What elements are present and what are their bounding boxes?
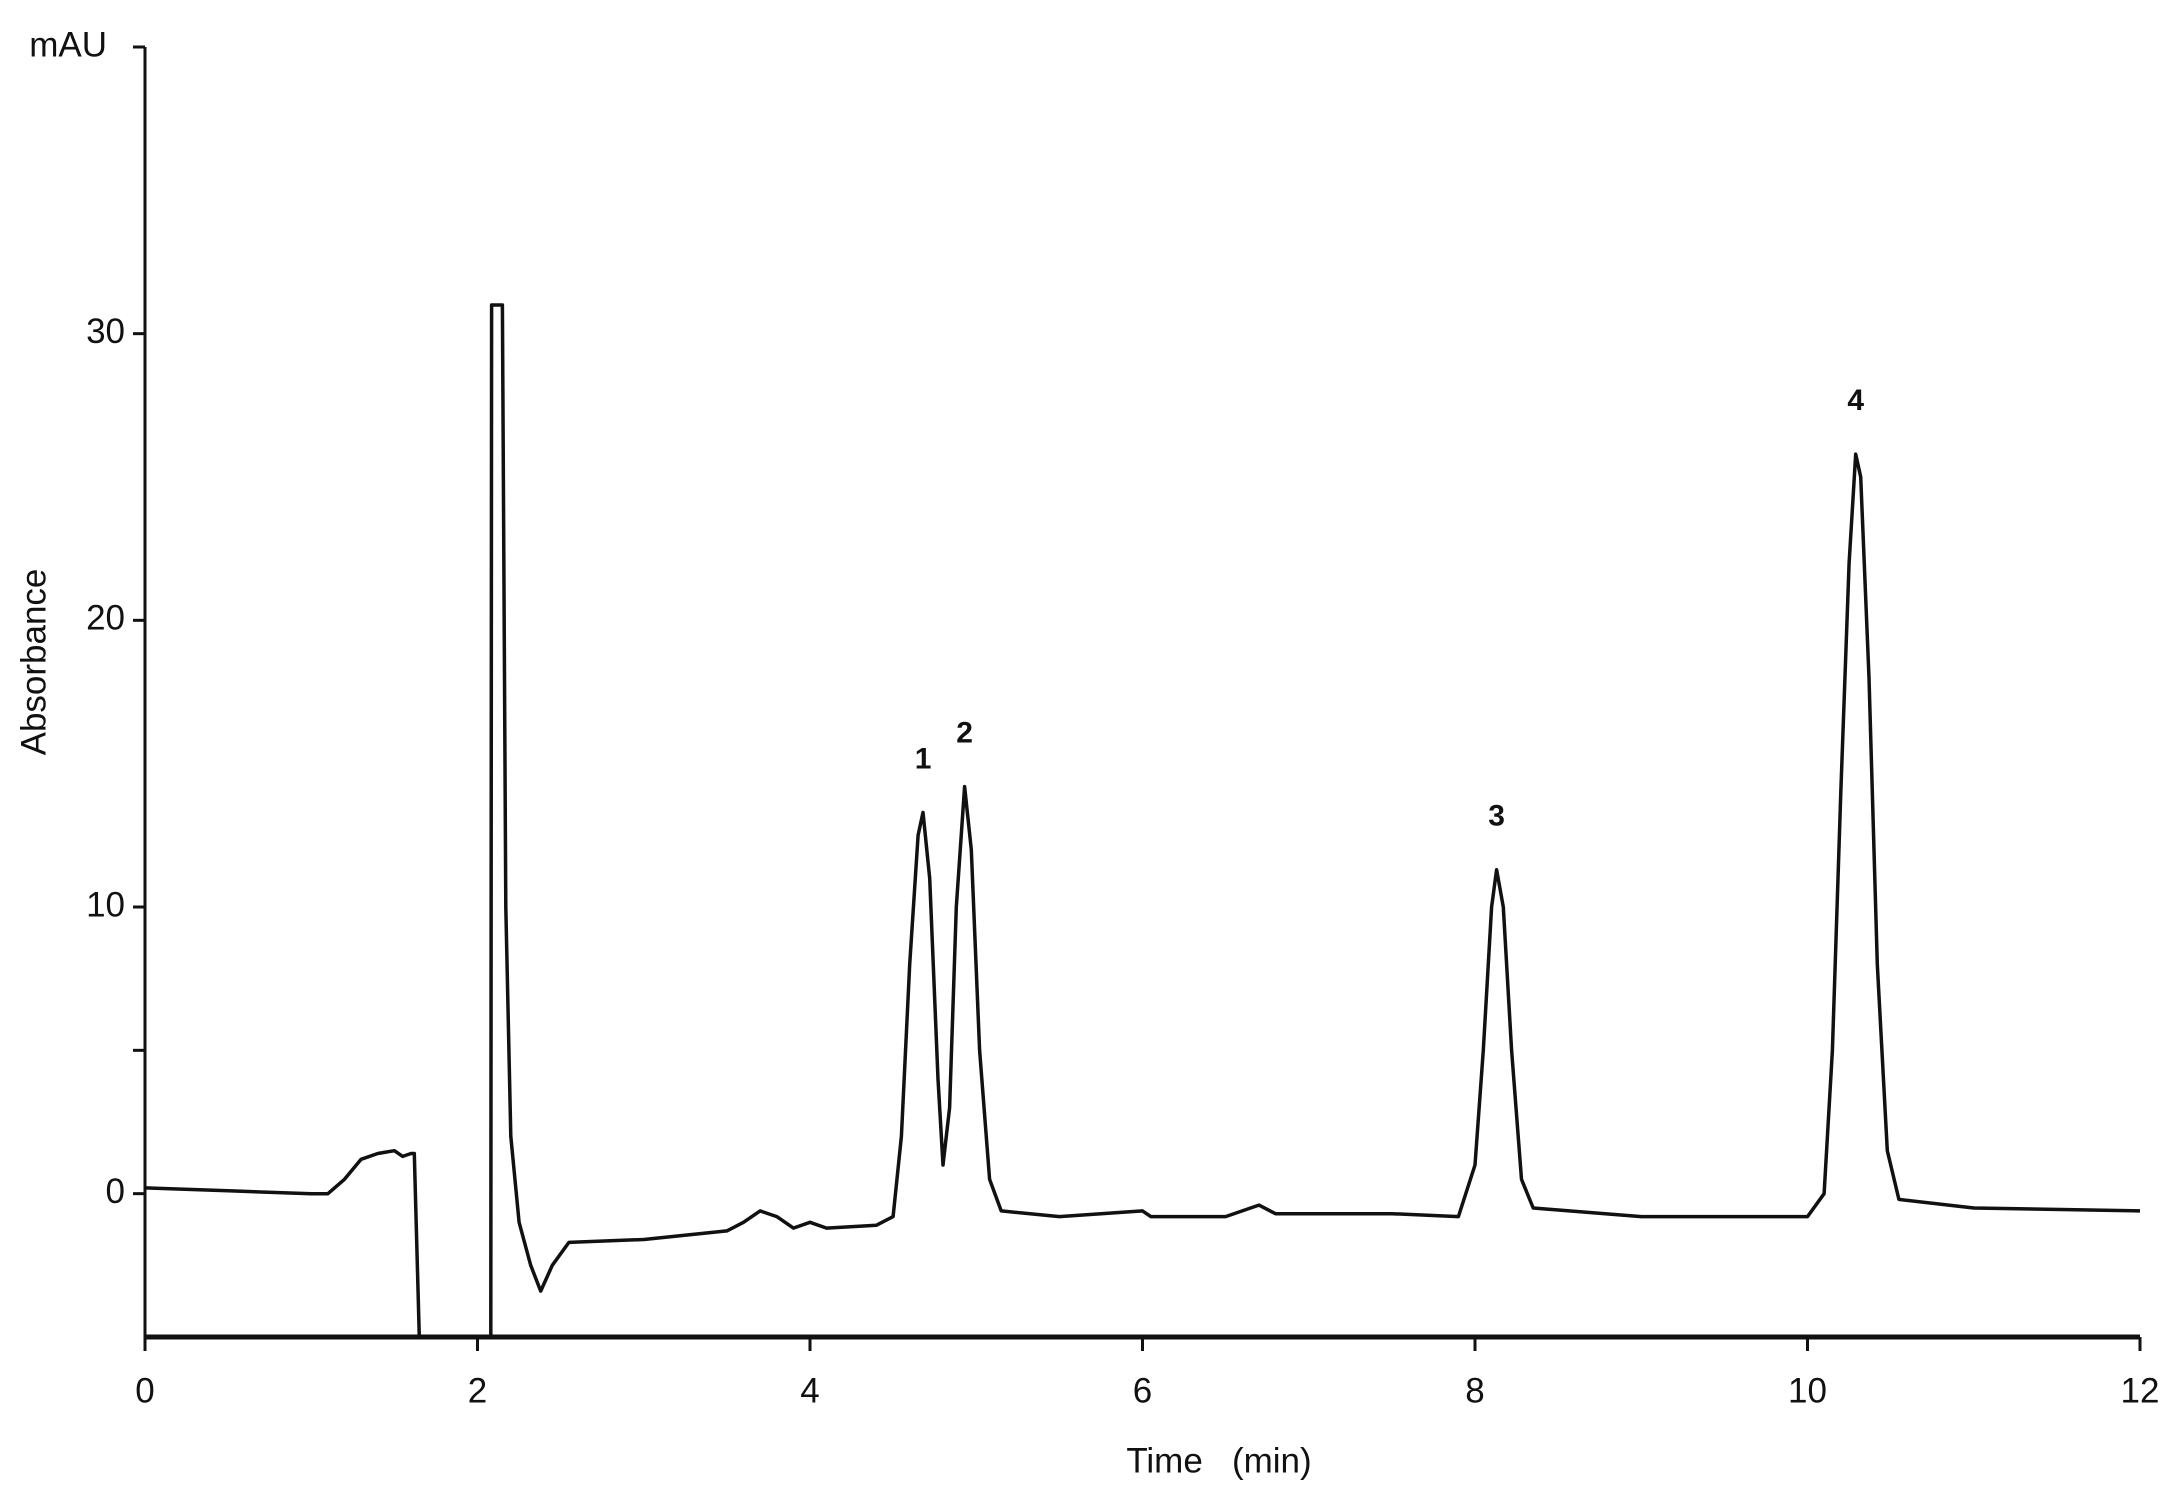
y-tick-label: 20 [86,599,125,638]
y-tick-label: 10 [86,885,125,924]
y-axis-title: Absorbance [14,569,53,756]
peak-label: 3 [1488,800,1505,833]
y-unit: mAU [29,25,107,64]
peak-label: 2 [956,717,973,750]
y-tick-label: 30 [86,312,125,351]
y-tick-label: 0 [106,1172,125,1211]
x-tick-label: 4 [800,1371,819,1410]
x-tick-label: 8 [1465,1371,1484,1410]
x-tick-label: 0 [135,1371,154,1410]
peak-label: 4 [1847,384,1864,417]
peak-label: 1 [915,742,932,775]
x-tick-label: 6 [1133,1371,1152,1410]
x-tick-label: 12 [2121,1371,2160,1410]
x-tick-label: 2 [468,1371,487,1410]
x-tick-label: 10 [1788,1371,1827,1410]
x-axis-title: Time (min) [1126,1441,1311,1480]
chromatogram-line [144,303,2141,1339]
